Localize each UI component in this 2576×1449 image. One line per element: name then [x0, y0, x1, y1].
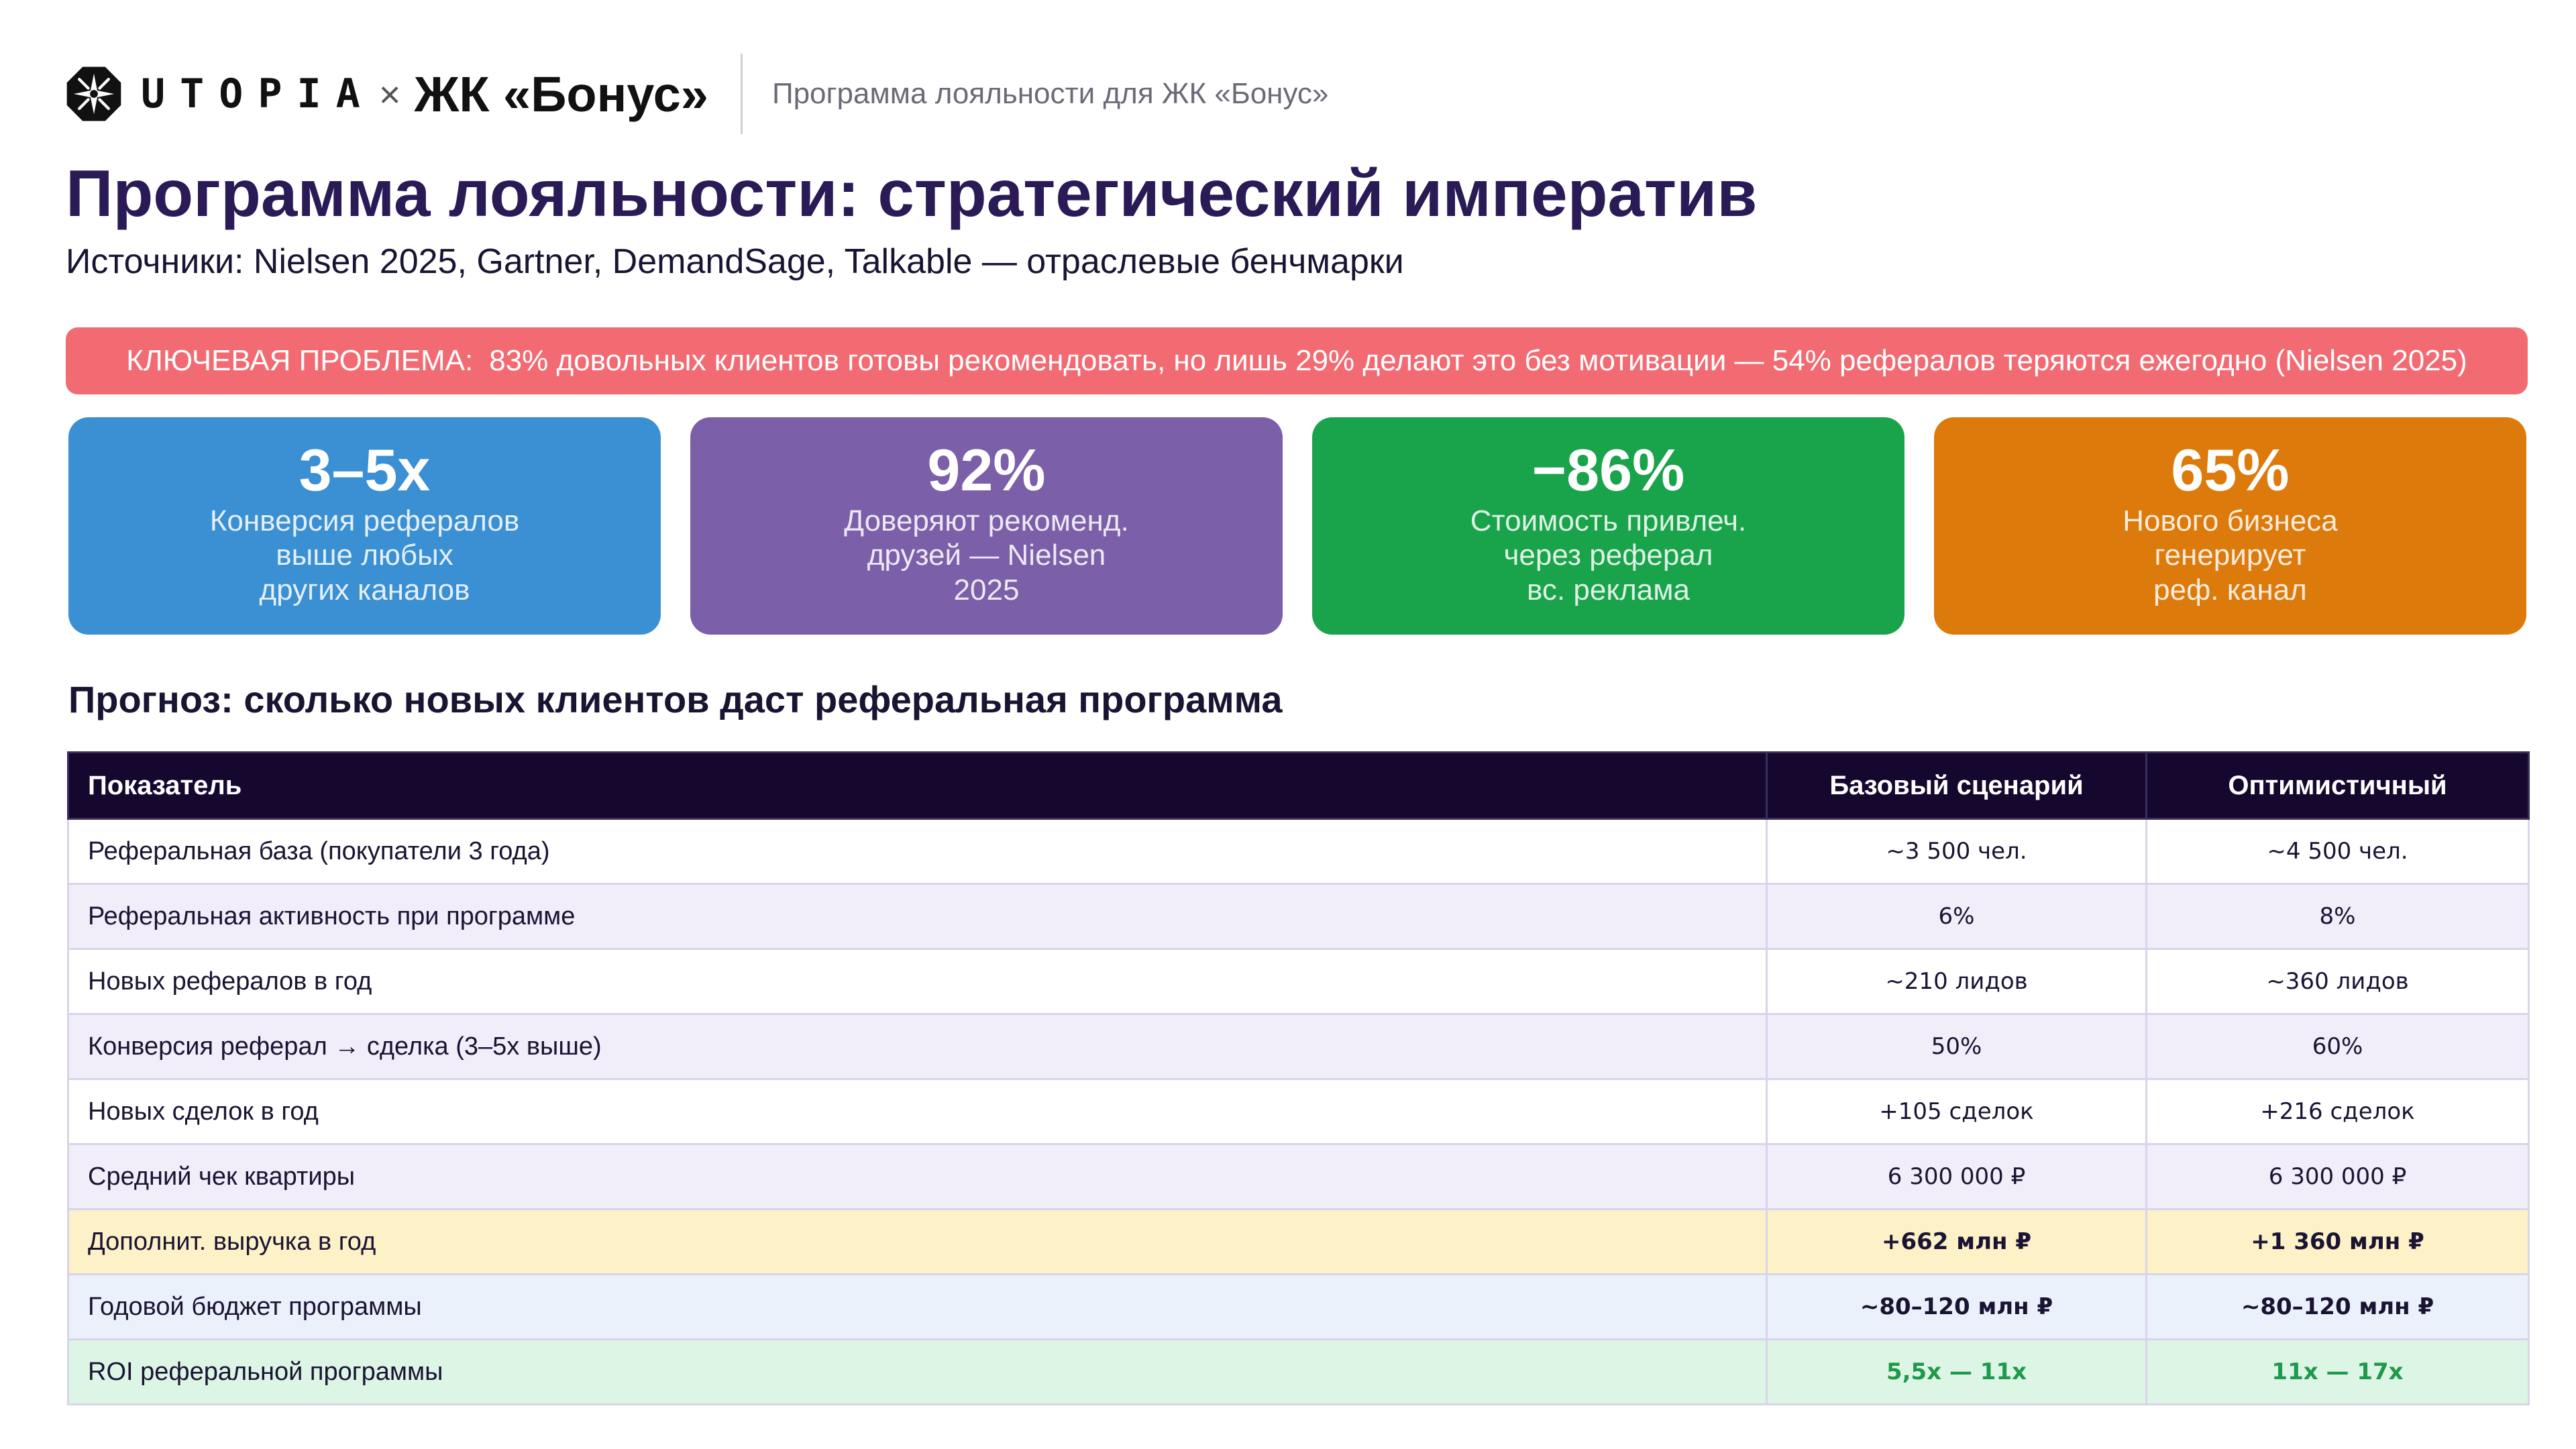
table-row-roi: ROI реферальной программы 5,5x — 11x 11x… [67, 1338, 2530, 1405]
table-row: Конверсия реферал → сделка (3–5x выше) 5… [67, 1013, 2530, 1080]
row-base-value: +105 сделок [1766, 1078, 2147, 1145]
forecast-table: Показатель Базовый сценарий Оптимистичны… [67, 751, 2530, 1405]
row-label: Реферальная активность при программе [67, 883, 1768, 950]
sources-line: Источники: Nielsen 2025, Gartner, Demand… [66, 242, 1404, 281]
kpi-card-new-business: 65% Нового бизнеса генерирует реф. канал [1934, 417, 2526, 635]
utopia-logo-icon [66, 66, 121, 121]
kpi-cards: 3–5x Конверсия рефералов выше любых друг… [68, 417, 2526, 635]
header-indicator: Показатель [67, 751, 1768, 820]
row-base-value: 6 300 000 ₽ [1766, 1143, 2147, 1210]
row-base-value: 5,5x — 11x [1766, 1338, 2147, 1405]
row-label: Годовой бюджет программы [67, 1273, 1768, 1340]
row-base-value: 6% [1766, 883, 2147, 950]
table-row: Новых сделок в год +105 сделок +216 сдел… [67, 1078, 2530, 1145]
brand-name: UTOPIA [141, 70, 375, 117]
times-sign: × [378, 72, 401, 115]
kpi-card-trust: 92% Доверяют рекоменд. друзей — Nielsen … [690, 417, 1283, 635]
kpi-value: −86% [1532, 436, 1685, 503]
kpi-description: Доверяют рекоменд. друзей — Nielsen 2025 [844, 504, 1129, 606]
row-base-value: +662 млн ₽ [1766, 1208, 2147, 1275]
kpi-value: 65% [2171, 436, 2290, 503]
row-opt-value: ~4 500 чел. [2145, 818, 2530, 885]
table-header-row: Показатель Базовый сценарий Оптимистичны… [67, 751, 2530, 820]
kpi-card-cost: −86% Стоимость привлеч. через реферал вс… [1312, 417, 1904, 635]
table-row: Средний чек квартиры 6 300 000 ₽ 6 300 0… [67, 1143, 2530, 1210]
kpi-description: Стоимость привлеч. через реферал вс. рек… [1470, 504, 1747, 606]
row-label: Дополнит. выручка в год [67, 1208, 1768, 1275]
row-base-value: ~80–120 млн ₽ [1766, 1273, 2147, 1340]
table-row: Реферальная активность при программе 6% … [67, 883, 2530, 950]
row-opt-value: 60% [2145, 1013, 2530, 1080]
kpi-value: 92% [927, 436, 1046, 503]
header-subtitle: Программа лояльности для ЖК «Бонус» [771, 77, 1329, 110]
row-base-value: 50% [1766, 1013, 2147, 1080]
key-problem-text: 83% довольных клиентов готовы рекомендов… [489, 344, 2467, 377]
row-opt-value: 11x — 17x [2145, 1338, 2530, 1405]
key-problem-label: КЛЮЧЕВАЯ ПРОБЛЕМА: [126, 344, 474, 377]
row-opt-value: 6 300 000 ₽ [2145, 1143, 2530, 1210]
row-base-value: ~3 500 чел. [1766, 818, 2147, 885]
header: UTOPIA × ЖК «Бонус» Программа лояльности… [66, 54, 1328, 134]
forecast-title: Прогноз: сколько новых клиентов даст реф… [68, 678, 1283, 720]
row-label: Новых сделок в год [67, 1078, 1768, 1145]
header-divider [740, 54, 743, 134]
row-opt-value: ~360 лидов [2145, 948, 2530, 1015]
key-problem-banner: КЛЮЧЕВАЯ ПРОБЛЕМА: 83% довольных клиенто… [66, 327, 2528, 394]
row-label: Конверсия реферал → сделка (3–5x выше) [67, 1013, 1768, 1080]
kpi-description: Нового бизнеса генерирует реф. канал [2123, 504, 2338, 606]
header-base: Базовый сценарий [1766, 751, 2147, 820]
table-row: Новых рефералов в год ~210 лидов ~360 ли… [67, 948, 2530, 1015]
row-base-value: ~210 лидов [1766, 948, 2147, 1015]
table-row: Реферальная база (покупатели 3 года) ~3 … [67, 818, 2530, 885]
partner-name: ЖК «Бонус» [414, 66, 708, 122]
header-optimistic: Оптимистичный [2145, 751, 2530, 820]
kpi-card-conversion: 3–5x Конверсия рефералов выше любых друг… [68, 417, 661, 635]
row-opt-value: +1 360 млн ₽ [2145, 1208, 2530, 1275]
row-opt-value: +216 сделок [2145, 1078, 2530, 1145]
kpi-description: Конверсия рефералов выше любых других ка… [209, 504, 520, 606]
row-label: Средний чек квартиры [67, 1143, 1768, 1210]
kpi-value: 3–5x [299, 436, 431, 503]
row-opt-value: 8% [2145, 883, 2530, 950]
row-label: ROI реферальной программы [67, 1338, 1768, 1405]
table-row-budget: Годовой бюджет программы ~80–120 млн ₽ ~… [67, 1273, 2530, 1340]
page-title: Программа лояльности: стратегический имп… [66, 156, 1758, 230]
row-opt-value: ~80–120 млн ₽ [2145, 1273, 2530, 1340]
row-label: Реферальная база (покупатели 3 года) [67, 818, 1768, 885]
row-label: Новых рефералов в год [67, 948, 1768, 1015]
table-row-revenue: Дополнит. выручка в год +662 млн ₽ +1 36… [67, 1208, 2530, 1275]
